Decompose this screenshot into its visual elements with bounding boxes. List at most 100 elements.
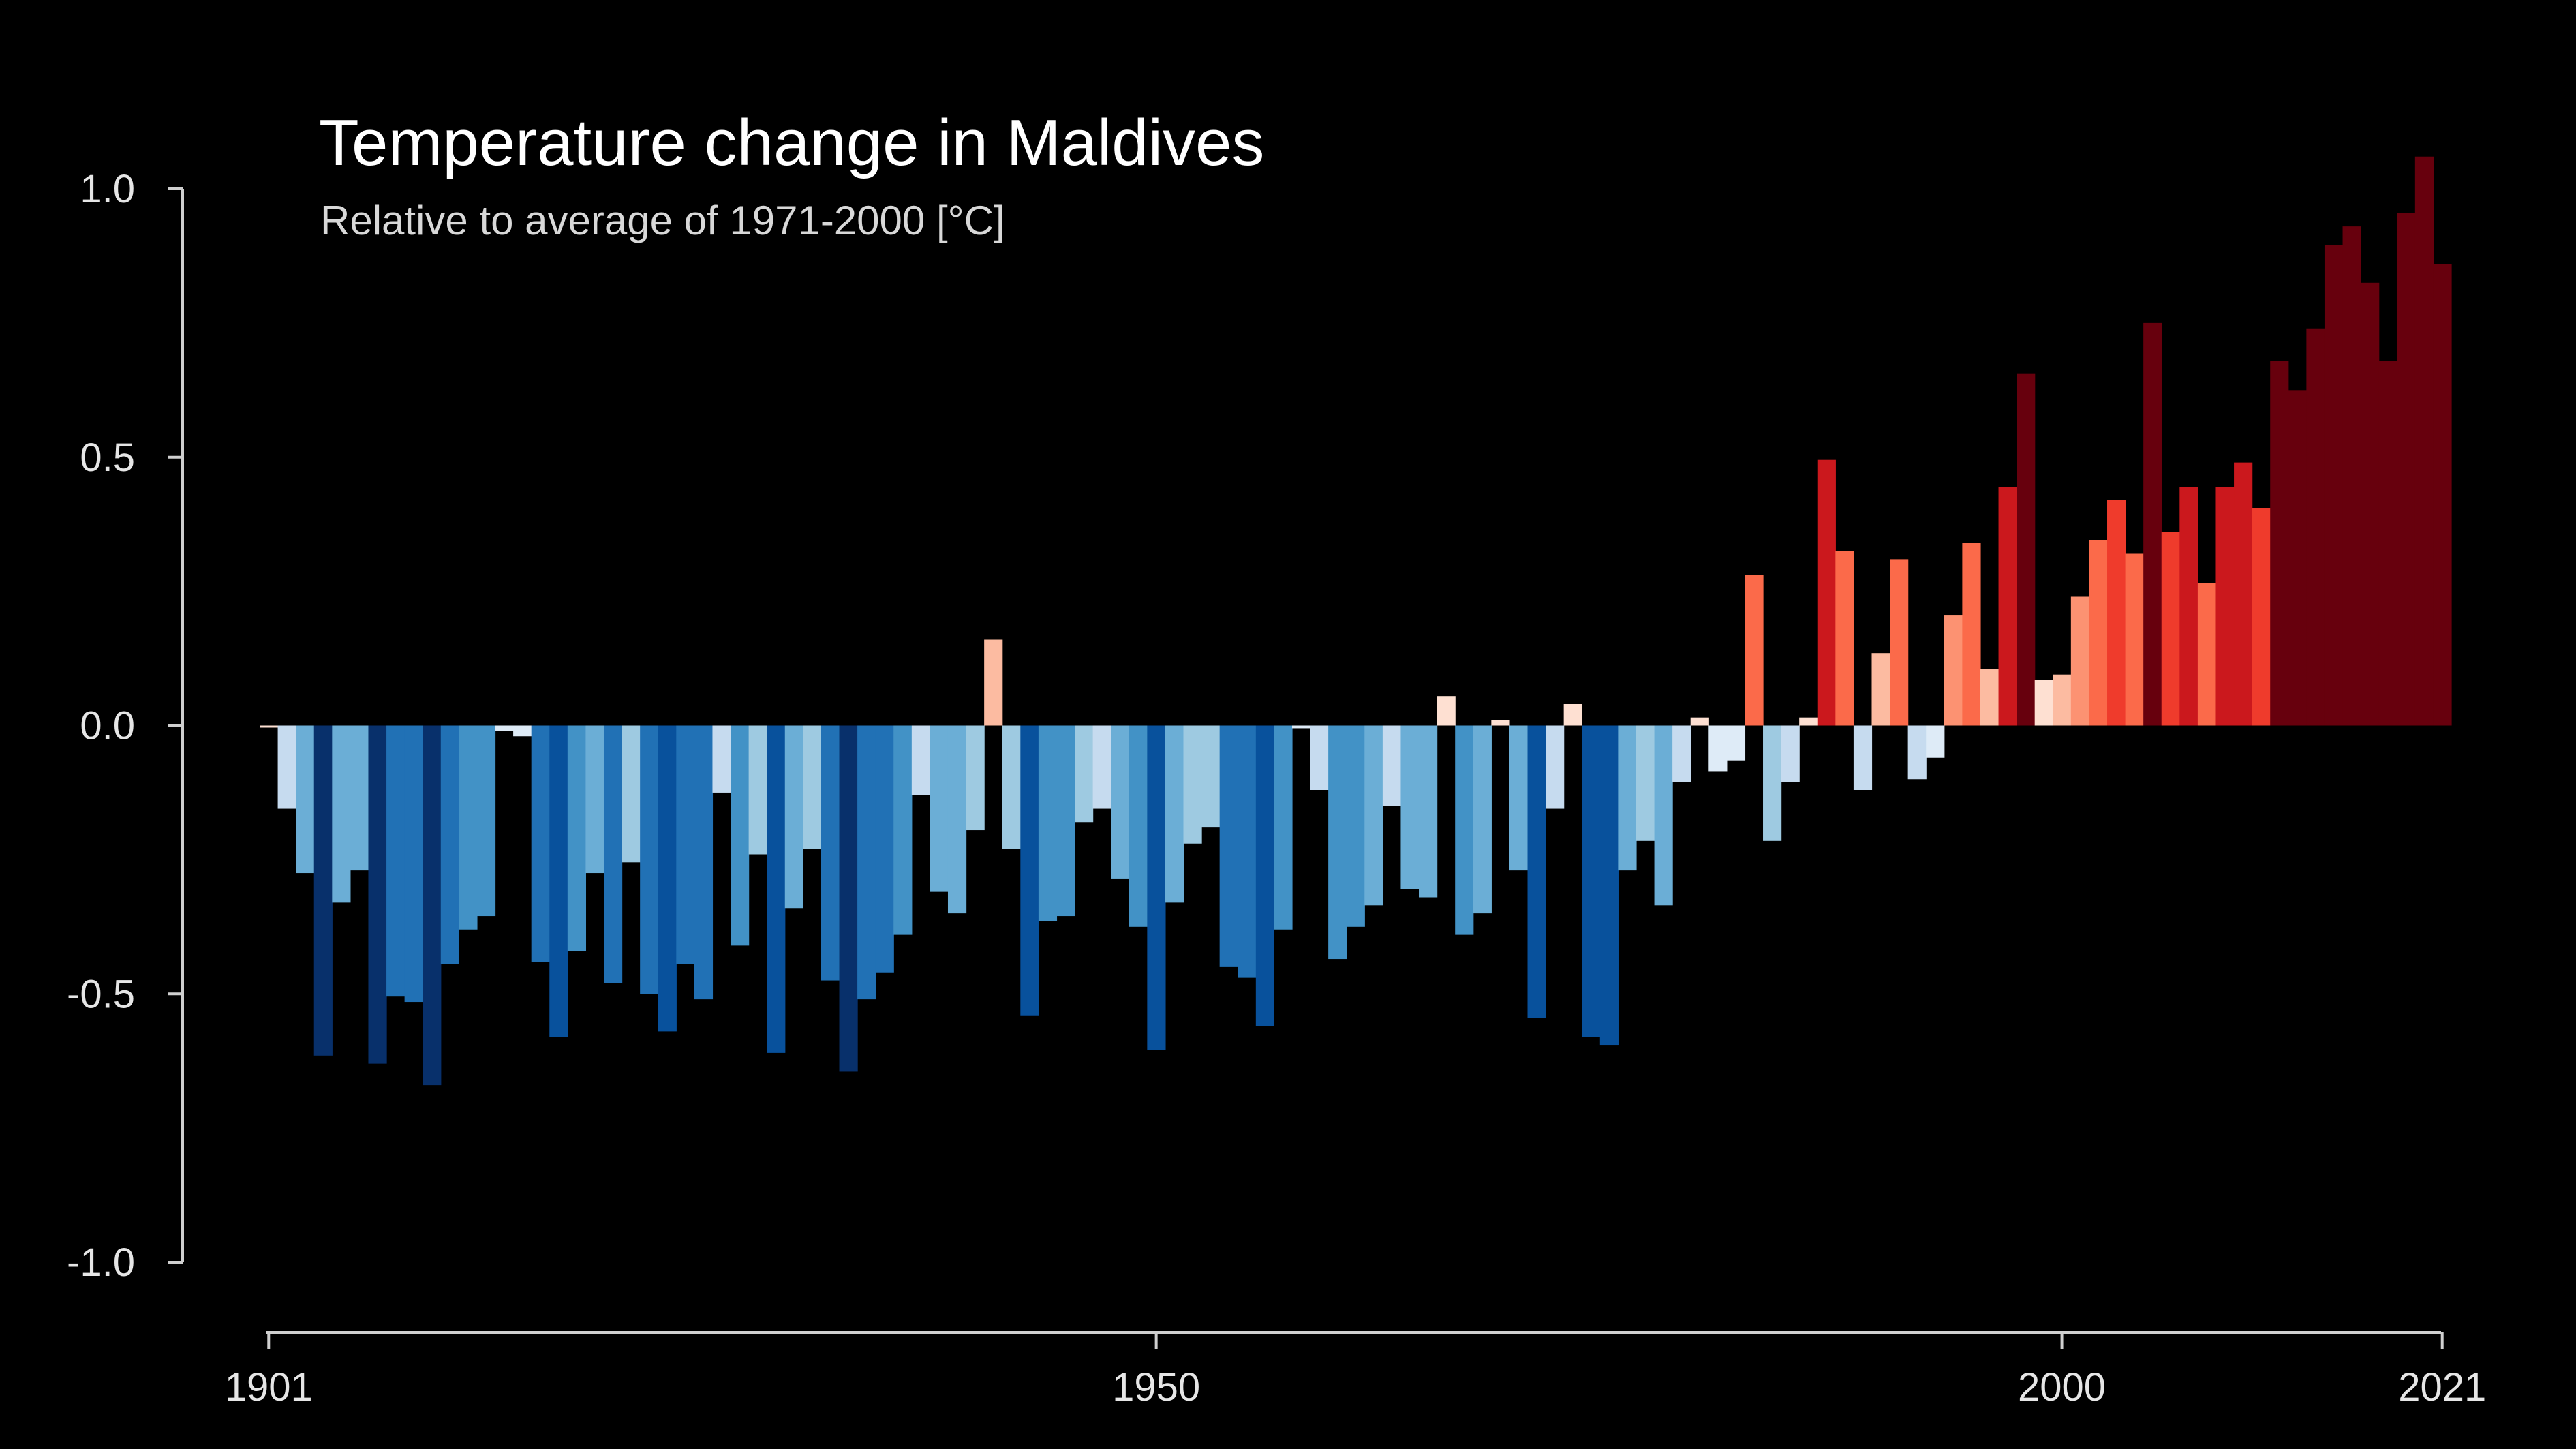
bar-1972 bbox=[1546, 725, 1565, 809]
bar-2003 bbox=[2107, 500, 2126, 726]
bar-1967 bbox=[1455, 725, 1474, 935]
bar-1980 bbox=[1690, 717, 1709, 726]
bar-1970 bbox=[1509, 725, 1529, 871]
bar-1925 bbox=[694, 725, 714, 1000]
bar-1971 bbox=[1527, 725, 1546, 1018]
bar-1905 bbox=[332, 725, 351, 903]
bar-1998 bbox=[2017, 373, 2036, 726]
bar-1973 bbox=[1563, 704, 1582, 726]
bar-1921 bbox=[622, 725, 641, 863]
bar-1929 bbox=[767, 725, 786, 1053]
bar-1909 bbox=[404, 725, 423, 1003]
bar-1983 bbox=[1745, 575, 1764, 726]
bar-1920 bbox=[603, 725, 623, 983]
bar-2013 bbox=[2288, 390, 2307, 726]
bar-1977 bbox=[1636, 725, 1655, 841]
bar-1906 bbox=[350, 725, 369, 871]
chart-title: Temperature change in Maldives bbox=[319, 106, 1264, 179]
bar-1939 bbox=[947, 725, 967, 914]
bar-1982 bbox=[1726, 725, 1746, 761]
bar-2008 bbox=[2197, 583, 2217, 726]
x-tick-label: 2000 bbox=[2018, 1365, 2106, 1409]
bar-1915 bbox=[513, 725, 532, 737]
bar-1904 bbox=[313, 725, 333, 1056]
bar-1966 bbox=[1437, 696, 1456, 726]
bar-1955 bbox=[1238, 725, 1257, 978]
bar-1976 bbox=[1618, 725, 1637, 871]
y-tick-label: 0.0 bbox=[80, 704, 135, 748]
bar-1985 bbox=[1781, 725, 1800, 782]
bar-1951 bbox=[1165, 725, 1184, 903]
bar-1960 bbox=[1328, 725, 1347, 960]
bar-1959 bbox=[1310, 725, 1329, 790]
bar-1927 bbox=[731, 725, 750, 946]
bar-2017 bbox=[2361, 282, 2380, 726]
bar-1910 bbox=[423, 725, 442, 1086]
bar-1993 bbox=[1926, 725, 1945, 758]
bar-1943 bbox=[1020, 725, 1039, 1016]
bar-1954 bbox=[1219, 725, 1238, 967]
bar-1935 bbox=[875, 725, 894, 973]
y-tick-label: -1.0 bbox=[67, 1240, 135, 1285]
bar-1956 bbox=[1255, 725, 1274, 1026]
bar-2012 bbox=[2270, 361, 2289, 726]
bar-1968 bbox=[1473, 725, 1492, 914]
bar-2001 bbox=[2070, 596, 2090, 726]
bar-1917 bbox=[549, 725, 568, 1037]
bar-1922 bbox=[640, 725, 659, 994]
bar-1952 bbox=[1183, 725, 1202, 844]
bar-1996 bbox=[1980, 669, 1999, 726]
bar-1902 bbox=[277, 725, 296, 809]
bar-1942 bbox=[1002, 725, 1021, 849]
x-axis: 1901 1950 2000 2021 bbox=[225, 1331, 2486, 1409]
bar-1953 bbox=[1201, 725, 1221, 828]
x-tick-label: 1950 bbox=[1112, 1365, 1200, 1409]
bar-1931 bbox=[803, 725, 822, 849]
bar-1913 bbox=[476, 725, 496, 917]
y-tick-label: 0.5 bbox=[80, 436, 135, 480]
bar-1997 bbox=[1998, 487, 2017, 726]
x-tick-label: 1901 bbox=[225, 1365, 313, 1409]
bar-1944 bbox=[1038, 725, 1058, 921]
bar-1969 bbox=[1491, 720, 1510, 726]
bar-1958 bbox=[1291, 725, 1311, 729]
bar-1987 bbox=[1817, 459, 1836, 726]
bar-1965 bbox=[1419, 725, 1438, 898]
bar-1999 bbox=[2034, 680, 2053, 726]
bar-1961 bbox=[1346, 725, 1365, 927]
bar-1932 bbox=[821, 725, 840, 981]
y-tick-label: -0.5 bbox=[67, 972, 135, 1016]
bar-1940 bbox=[966, 725, 985, 831]
bar-1930 bbox=[784, 725, 803, 909]
bar-1933 bbox=[839, 725, 858, 1072]
bar-2006 bbox=[2161, 532, 2180, 726]
bar-2009 bbox=[2215, 487, 2235, 726]
bar-1981 bbox=[1708, 725, 1728, 772]
bar-2004 bbox=[2125, 553, 2144, 726]
bar-2011 bbox=[2252, 508, 2271, 726]
bar-1974 bbox=[1582, 725, 1601, 1037]
bar-1926 bbox=[712, 725, 731, 793]
bar-2014 bbox=[2306, 328, 2325, 726]
bar-2019 bbox=[2397, 213, 2416, 726]
bar-2002 bbox=[2089, 540, 2108, 726]
bar-2018 bbox=[2378, 361, 2397, 726]
bar-1984 bbox=[1763, 725, 1782, 841]
bar-2016 bbox=[2342, 226, 2361, 726]
bar-1912 bbox=[459, 725, 478, 930]
bar-2010 bbox=[2234, 462, 2253, 726]
bar-1919 bbox=[585, 725, 604, 874]
bar-1924 bbox=[676, 725, 695, 964]
bar-1907 bbox=[368, 725, 387, 1064]
bar-1995 bbox=[1962, 543, 1981, 726]
y-tick-label: 1.0 bbox=[80, 167, 135, 211]
bar-1989 bbox=[1853, 725, 1873, 790]
x-tick-label: 2021 bbox=[2398, 1365, 2486, 1409]
bar-1941 bbox=[984, 639, 1003, 726]
bar-1945 bbox=[1056, 725, 1075, 917]
bar-1990 bbox=[1871, 653, 1890, 726]
bar-1911 bbox=[440, 725, 459, 964]
bar-1986 bbox=[1799, 717, 1818, 726]
